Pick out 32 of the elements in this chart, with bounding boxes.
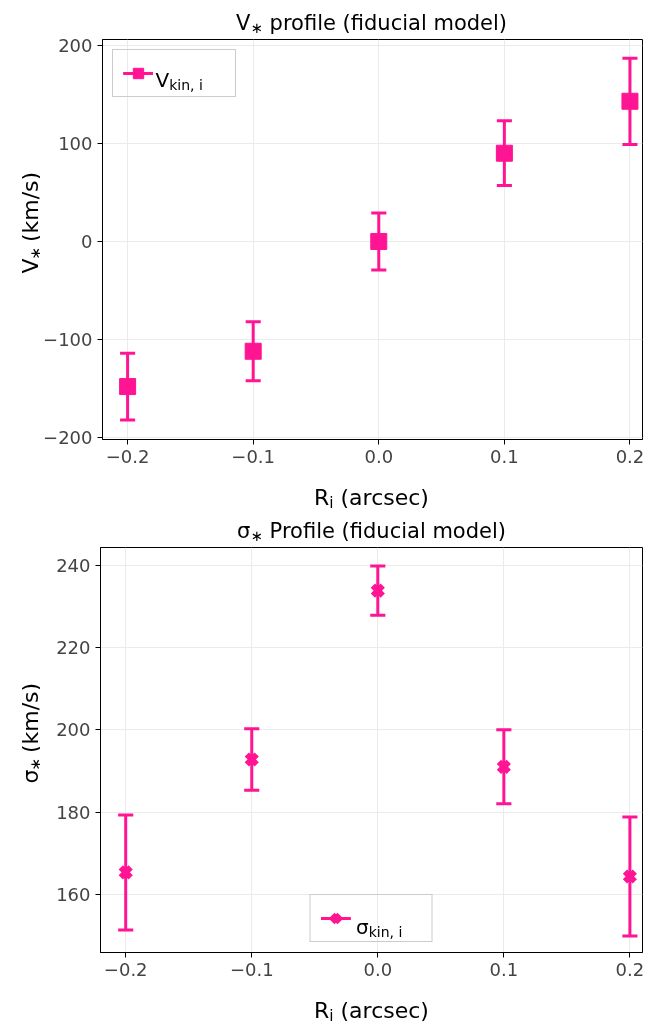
point: [369, 582, 386, 599]
x-tick-label: 0.2: [615, 958, 645, 980]
y-tick-label: 100: [58, 132, 93, 154]
x-tick-label: −0.2: [105, 445, 150, 467]
y-tick-label: −100: [43, 329, 93, 350]
y-tick-label: −200: [43, 427, 93, 449]
point: [495, 758, 512, 775]
x-tick-label: 0.1: [490, 445, 519, 467]
x-tick-label: −0.2: [103, 958, 148, 980]
y-tick-label: 200: [56, 719, 91, 741]
point: [621, 92, 639, 110]
point: [243, 751, 260, 768]
y-tick-label: 200: [58, 34, 93, 56]
point: [621, 868, 638, 885]
x-tick-label: −0.1: [231, 445, 276, 467]
y-tick-label: 220: [56, 637, 91, 659]
point: [117, 864, 134, 881]
x-tick-label: 0.2: [615, 445, 645, 467]
point: [370, 232, 388, 250]
y-tick-label: 0: [81, 230, 93, 252]
point: [495, 144, 513, 162]
x-tick-label: 0.0: [364, 445, 394, 467]
y-tick-label: 160: [56, 883, 91, 905]
point: [244, 342, 262, 360]
chart-title: σ∗ Profile (fiducial model): [237, 518, 506, 545]
x-tick-label: 0.1: [489, 958, 519, 980]
x-tick-label: −0.1: [229, 958, 274, 980]
y-tick-label: 240: [56, 555, 91, 577]
point: [119, 378, 137, 396]
chart-title: V∗ profile (fiducial model): [236, 10, 508, 37]
y-tick-label: 180: [56, 801, 91, 823]
x-tick-label: 0.0: [363, 958, 393, 980]
